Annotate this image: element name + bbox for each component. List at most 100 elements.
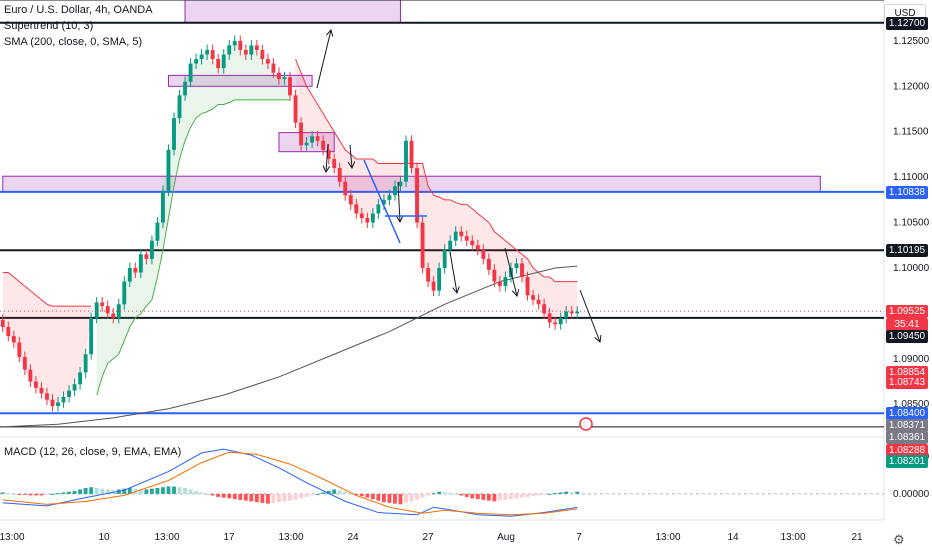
candle-body — [536, 299, 541, 305]
macd-bar — [127, 487, 132, 494]
macd-bar — [33, 493, 38, 496]
macd-bar — [453, 493, 458, 495]
time-tick: 13:00 — [278, 532, 303, 543]
candle-body — [45, 393, 49, 400]
macd-bar — [442, 492, 447, 494]
candle-body — [221, 54, 226, 69]
macd-bar — [249, 493, 254, 502]
macd-bar — [497, 493, 502, 501]
candle-body — [426, 267, 431, 282]
price-tag: 1.08371 — [886, 419, 928, 433]
candle-body — [166, 149, 171, 191]
macd-bar — [194, 490, 199, 494]
candle-body — [67, 390, 71, 397]
macd-bar — [564, 491, 569, 494]
candle-body — [404, 140, 408, 182]
macd-bar — [464, 493, 469, 497]
macd-bar — [310, 493, 315, 496]
macd-line — [2, 448, 578, 517]
candle-body — [216, 59, 221, 69]
macd-bar — [172, 486, 176, 494]
macd-bar — [370, 493, 375, 500]
candle-body — [116, 304, 121, 318]
macd-bar — [332, 489, 337, 494]
macd-bar — [475, 493, 480, 500]
candle-body — [188, 63, 193, 82]
macd-bar — [575, 491, 580, 494]
macd-bar — [89, 487, 94, 494]
macd-legend[interactable]: MACD (12, 26, close, 9, EMA, EMA) — [4, 446, 182, 458]
candle-body — [288, 77, 292, 96]
candle-body — [420, 222, 425, 268]
macd-bar — [431, 493, 436, 495]
time-tick: 13:00 — [154, 532, 179, 543]
macd-bar — [22, 493, 27, 495]
time-tick: 24 — [347, 532, 359, 543]
candle-body — [442, 249, 447, 268]
arrow-down-4-head — [452, 286, 460, 295]
candle-body — [183, 81, 187, 96]
macd-bar — [448, 493, 453, 495]
macd-bar — [210, 493, 215, 496]
gear-icon[interactable]: ⚙ — [893, 532, 905, 547]
macd-bar — [11, 493, 16, 495]
macd-bar — [293, 493, 298, 500]
candle-body — [492, 269, 497, 282]
macd-bar — [67, 491, 71, 494]
macd-bar — [415, 493, 419, 500]
time-tick: 13:00 — [0, 532, 25, 543]
price-tick: 1.09000 — [893, 354, 930, 365]
sma-200-line — [2, 265, 578, 428]
candle-body — [61, 396, 66, 403]
macd-bar — [387, 493, 392, 503]
candle-body — [100, 302, 105, 307]
supertrend-legend[interactable]: Supertrend (10, 3) — [4, 20, 94, 32]
arrow-down-6-head — [594, 334, 602, 343]
price-tick: 1.10500 — [893, 218, 930, 229]
arrow-down-2-head — [347, 161, 356, 170]
macd-tick: 0.00000 — [893, 489, 930, 500]
candle-body — [22, 356, 27, 370]
macd-bar — [514, 493, 519, 499]
sma-legend[interactable]: SMA (200, close, 0, SMA, 5) — [4, 36, 143, 48]
candle-body — [553, 322, 558, 325]
candle-body — [304, 142, 309, 146]
macd-bar — [299, 493, 303, 499]
price-tag: 1.08854 — [886, 366, 928, 380]
candle-body — [28, 369, 33, 382]
candle-body — [33, 381, 38, 388]
candle-body — [161, 190, 165, 223]
candle-body — [542, 304, 547, 314]
time-tick: 21 — [851, 532, 863, 543]
macd-bar — [459, 493, 464, 496]
macd-bar — [337, 490, 342, 494]
macd-bar — [232, 493, 237, 500]
supertrend-fill-0 — [2, 272, 92, 407]
supertrend-line-1 — [96, 99, 290, 396]
price-tag: 1.08743 — [886, 376, 928, 390]
macd-bar — [166, 486, 171, 494]
arrow-down-6 — [579, 289, 601, 343]
price-tag: 35:41 — [886, 318, 928, 332]
time-tick: 14 — [727, 532, 739, 543]
macd-bar — [492, 493, 497, 502]
arrow-down-1 — [325, 143, 329, 173]
signal-line — [2, 451, 578, 516]
macd-bar — [531, 493, 535, 497]
macd-bar — [393, 493, 397, 504]
arrow-down-5-head — [511, 289, 520, 298]
candle-body — [6, 327, 11, 337]
candle-body — [205, 49, 210, 55]
candle-body — [194, 59, 199, 64]
candle-body — [133, 267, 138, 273]
arrow-down-4 — [449, 251, 458, 294]
macd-bar — [50, 493, 55, 495]
candle-body — [265, 59, 270, 64]
candle-body — [332, 158, 337, 169]
candle-body — [105, 306, 110, 314]
price-tag: 1.10838 — [886, 185, 928, 199]
time-tick: 13:00 — [655, 532, 680, 543]
chart-title: Euro / U.S. Dollar, 4h, OANDA — [4, 4, 153, 16]
